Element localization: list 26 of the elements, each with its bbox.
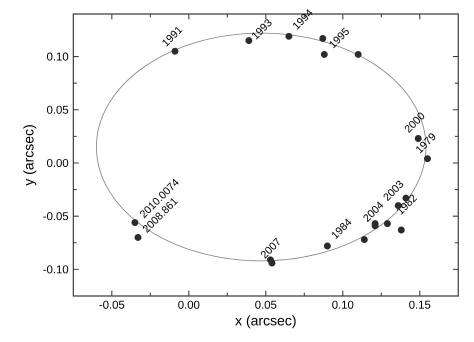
point xyxy=(384,220,391,228)
point xyxy=(285,32,292,40)
y-tick-label: 0.00 xyxy=(47,158,68,167)
y-tick-label: 0.10 xyxy=(47,52,68,61)
point xyxy=(324,242,331,250)
point xyxy=(245,37,252,44)
point xyxy=(319,34,326,42)
y-tick-label: -0.05 xyxy=(43,212,68,220)
point xyxy=(398,226,405,234)
x-axis-title: x (arcsec) xyxy=(235,315,296,328)
point xyxy=(360,236,368,244)
point xyxy=(424,155,431,162)
y-tick-label: 0.05 xyxy=(47,106,68,114)
y-tick-label: -0.10 xyxy=(43,265,68,274)
x-tick-label: 0.00 xyxy=(178,300,200,309)
point xyxy=(131,219,138,226)
x-tick-label: 0.15 xyxy=(409,300,430,309)
point xyxy=(320,50,328,58)
x-tick-label: 0.05 xyxy=(255,300,276,309)
x-tick-label: -0.05 xyxy=(99,300,124,309)
point xyxy=(134,234,142,241)
point xyxy=(268,260,276,266)
y-axis-title: y (arcsec) xyxy=(23,125,36,186)
point xyxy=(171,48,178,55)
x-tick-label: 0.10 xyxy=(332,300,354,309)
point xyxy=(354,50,362,58)
